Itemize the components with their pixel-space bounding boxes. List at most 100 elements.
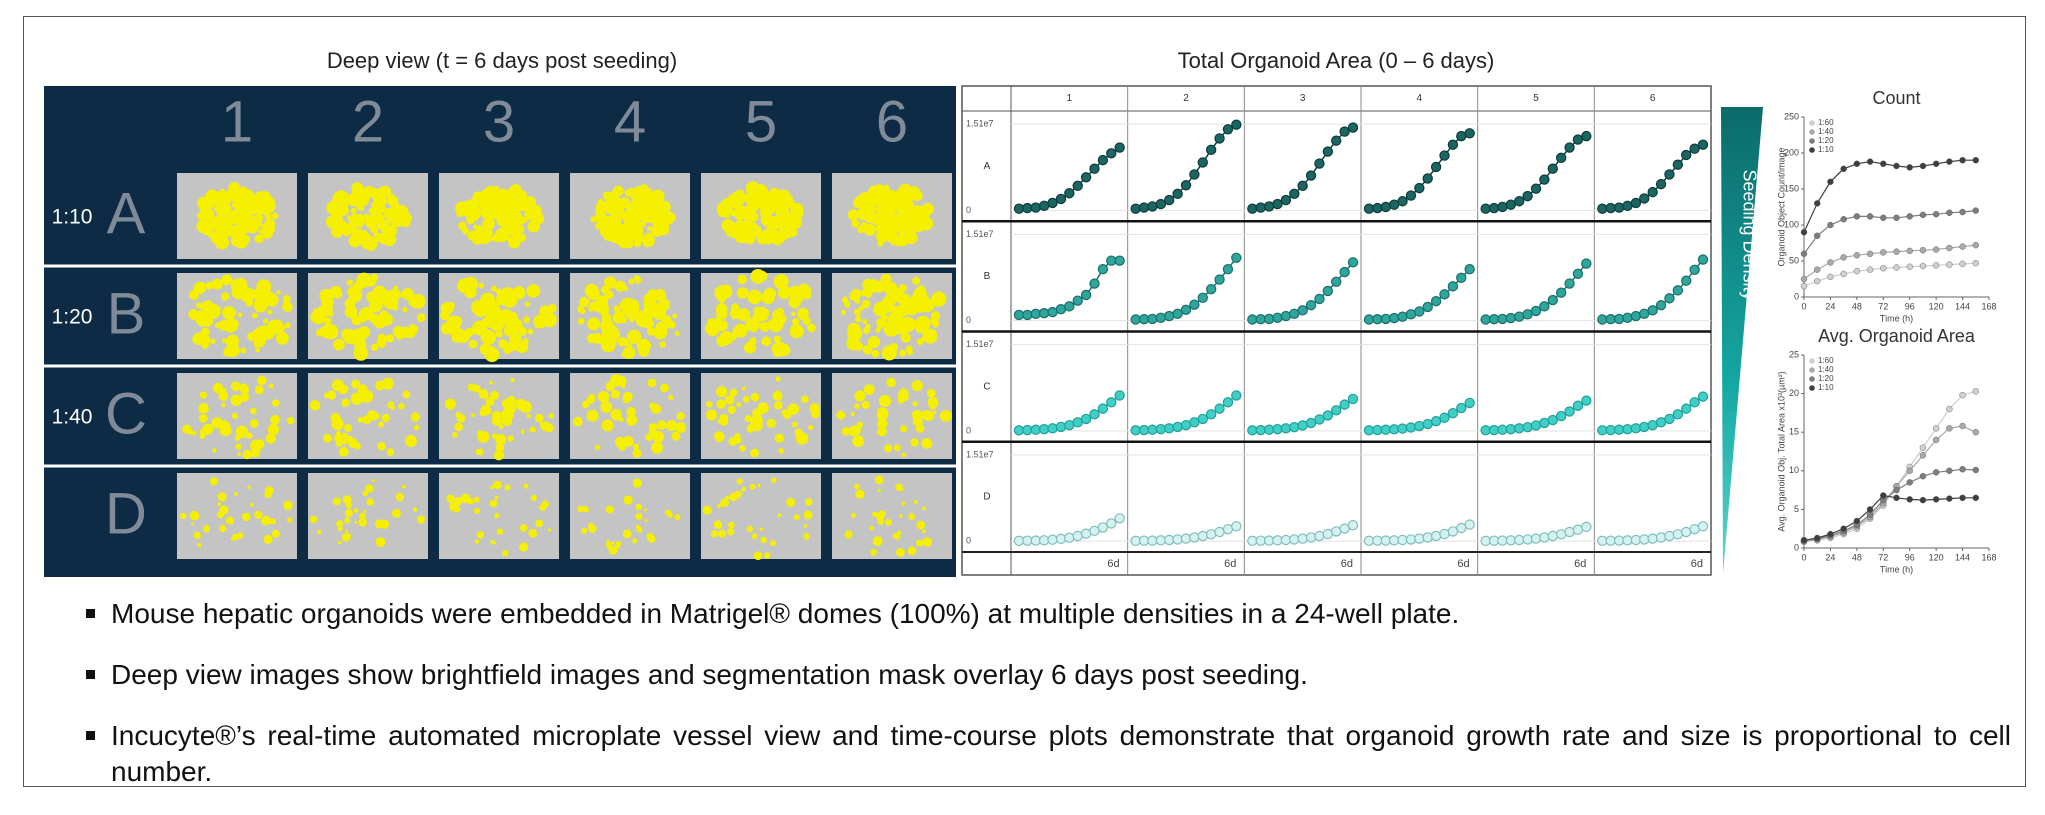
segmentation-mask bbox=[309, 377, 420, 457]
organoid-mask bbox=[409, 324, 415, 330]
organoid-mask bbox=[250, 502, 254, 507]
organoid-mask bbox=[495, 288, 502, 295]
data-point bbox=[1305, 532, 1317, 543]
organoid-mask bbox=[381, 413, 390, 423]
organoid-mask bbox=[632, 232, 644, 243]
organoid-mask bbox=[606, 540, 610, 544]
organoid-mask bbox=[849, 291, 858, 301]
dilution-label: 1:10 bbox=[52, 206, 93, 229]
segmentation-mask bbox=[446, 480, 552, 557]
organoid-mask bbox=[780, 207, 790, 217]
figure: Deep view (t = 6 days post seeding) Tota… bbox=[44, 48, 1997, 577]
data-point bbox=[1380, 313, 1391, 325]
organoid-mask bbox=[484, 347, 500, 363]
organoid-mask bbox=[473, 496, 480, 503]
segmentation-mask bbox=[716, 181, 804, 246]
data-point bbox=[1388, 312, 1400, 324]
data-point bbox=[1800, 250, 1808, 258]
organoid-mask bbox=[793, 514, 800, 521]
organoid-mask bbox=[864, 290, 873, 298]
organoid-mask bbox=[492, 211, 502, 220]
organoid-mask bbox=[777, 288, 789, 299]
data-point bbox=[1447, 139, 1459, 150]
data-point bbox=[1397, 423, 1408, 434]
organoid-mask bbox=[515, 340, 529, 354]
organoid-mask bbox=[221, 338, 227, 343]
organoid-mask bbox=[608, 546, 613, 552]
organoid-mask bbox=[901, 452, 907, 458]
organoid-mask bbox=[751, 533, 758, 540]
data-point bbox=[1064, 188, 1075, 199]
organoid-mask bbox=[350, 392, 364, 406]
column-header: 4 bbox=[1417, 93, 1423, 104]
data-point bbox=[1919, 262, 1927, 270]
organoid-mask bbox=[234, 216, 244, 225]
legend-label: 1:60 bbox=[1818, 356, 1834, 365]
organoid-mask bbox=[612, 410, 622, 421]
data-point bbox=[1388, 424, 1400, 435]
segmentation-mask bbox=[706, 376, 821, 458]
organoid-mask bbox=[659, 341, 666, 348]
organoid-mask bbox=[913, 500, 918, 504]
organoid-mask bbox=[878, 510, 886, 518]
well-image bbox=[832, 473, 952, 559]
organoid-mask bbox=[803, 524, 808, 528]
organoid-mask bbox=[732, 326, 741, 335]
organoid-mask bbox=[364, 237, 378, 251]
organoid-mask bbox=[638, 346, 650, 357]
organoid-mask bbox=[241, 513, 248, 519]
bullet-marker bbox=[86, 731, 95, 740]
data-point bbox=[1681, 149, 1692, 161]
x-axis-label: Time (h) bbox=[1880, 564, 1913, 574]
data-point bbox=[1572, 268, 1584, 280]
y-tick-label: 25 bbox=[1789, 349, 1799, 359]
organoid-mask bbox=[916, 520, 925, 530]
data-point bbox=[1946, 405, 1953, 413]
data-point bbox=[1155, 312, 1167, 323]
segmentation-mask bbox=[836, 377, 952, 458]
organoid-mask bbox=[623, 495, 633, 505]
data-point bbox=[1322, 528, 1334, 540]
organoid-mask bbox=[581, 400, 590, 409]
organoid-mask bbox=[467, 383, 476, 392]
organoid-mask bbox=[754, 185, 762, 194]
organoid-mask bbox=[341, 328, 353, 341]
organoid-mask bbox=[632, 196, 645, 208]
organoid-mask bbox=[766, 227, 776, 237]
organoid-mask bbox=[632, 449, 642, 458]
x-tick-label: 24 bbox=[1825, 301, 1835, 311]
organoid-mask bbox=[749, 213, 756, 220]
data-point bbox=[1272, 312, 1283, 323]
data-point bbox=[1147, 313, 1158, 325]
data-point bbox=[1697, 391, 1709, 402]
organoid-mask bbox=[193, 531, 201, 540]
data-point bbox=[1097, 522, 1109, 533]
organoid-mask bbox=[498, 424, 504, 430]
segmentation-mask bbox=[577, 478, 681, 555]
organoid-mask bbox=[651, 441, 663, 454]
organoid-mask bbox=[217, 502, 221, 506]
organoid-mask bbox=[319, 288, 334, 303]
data-point bbox=[1630, 423, 1642, 434]
data-point bbox=[1422, 532, 1433, 543]
organoid-mask bbox=[458, 221, 467, 230]
legend-marker bbox=[1809, 358, 1815, 364]
data-point bbox=[1972, 466, 1979, 474]
y-tick-label: 200 bbox=[1784, 147, 1799, 157]
organoid-mask bbox=[250, 407, 257, 415]
organoid-mask bbox=[752, 420, 763, 432]
organoid-mask bbox=[473, 224, 478, 229]
y-tick-label: 0 bbox=[966, 205, 971, 215]
data-point bbox=[1697, 521, 1709, 532]
organoid-mask bbox=[861, 400, 870, 409]
organoid-mask bbox=[912, 276, 921, 285]
organoid-mask bbox=[884, 518, 892, 526]
organoid-mask bbox=[524, 196, 536, 208]
organoid-mask bbox=[333, 289, 343, 299]
organoid-mask bbox=[581, 527, 588, 535]
organoid-mask bbox=[637, 189, 643, 194]
organoid-mask bbox=[476, 448, 484, 456]
x-tick-label: 6d bbox=[1457, 558, 1469, 570]
organoid-mask bbox=[636, 310, 645, 319]
organoid-mask bbox=[724, 395, 735, 405]
